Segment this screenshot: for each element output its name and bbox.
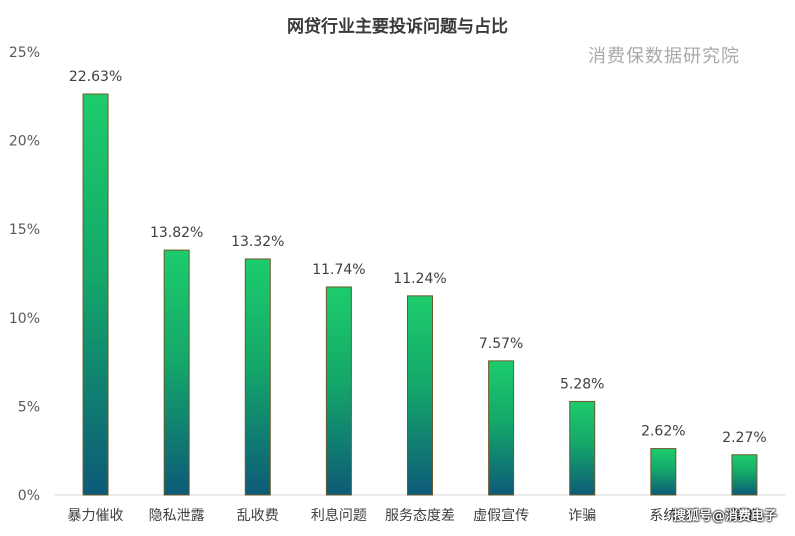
source-credit: 搜狐号@消费电子 <box>672 509 777 524</box>
bar <box>325 286 352 496</box>
bar <box>569 400 596 496</box>
x-tick-label: 系统 <box>649 508 677 524</box>
data-label: 7.57% <box>479 336 523 352</box>
y-tick-label: 25% <box>9 45 40 61</box>
bar <box>82 93 109 496</box>
y-tick-label: 5% <box>18 399 40 415</box>
chart-title: 网贷行业主要投诉问题与占比 <box>287 17 508 37</box>
watermark: 消费保数据研究院 <box>588 46 740 67</box>
data-label: 22.63% <box>69 69 122 85</box>
x-tick-label: 暴力催收 <box>68 508 124 524</box>
y-axis-tick-labels: 0% 5% 10% 15% 20% 25% <box>9 45 40 504</box>
data-label: 2.62% <box>641 424 685 440</box>
bar <box>407 295 433 496</box>
data-label: 13.82% <box>150 225 203 241</box>
y-tick-label: 10% <box>9 311 40 327</box>
bar <box>163 249 190 496</box>
data-label: 2.27% <box>722 430 766 446</box>
x-tick-label: 诈骗 <box>568 508 596 524</box>
data-label: 13.32% <box>231 234 284 250</box>
bar <box>488 360 515 496</box>
y-tick-label: 15% <box>9 222 40 238</box>
bar <box>244 258 271 496</box>
x-tick-label: 利息问题 <box>311 507 367 524</box>
x-axis-tick-labels: 暴力催收 隐私泄露 乱收费 利息问题 服务态度差 虚假宣传 诈骗 系统 其他 <box>68 507 759 524</box>
data-label: 11.74% <box>312 262 365 278</box>
x-tick-label: 隐私泄露 <box>149 508 205 524</box>
data-label: 5.28% <box>560 376 604 392</box>
x-tick-label: 虚假宣传 <box>473 508 529 524</box>
data-labels: 22.63% 13.82% 13.32% 11.74% 11.24% 7.57% 5.28%… <box>69 69 767 446</box>
x-tick-label: 乱收费 <box>237 508 279 524</box>
bars <box>82 93 758 496</box>
bar <box>731 454 758 496</box>
y-tick-label: 20% <box>9 134 40 150</box>
bar <box>650 448 677 496</box>
y-tick-label: 0% <box>18 488 40 504</box>
x-tick-label: 服务态度差 <box>385 508 455 524</box>
x-tick-label: 其他 <box>730 508 758 524</box>
data-label: 11.24% <box>393 271 446 287</box>
